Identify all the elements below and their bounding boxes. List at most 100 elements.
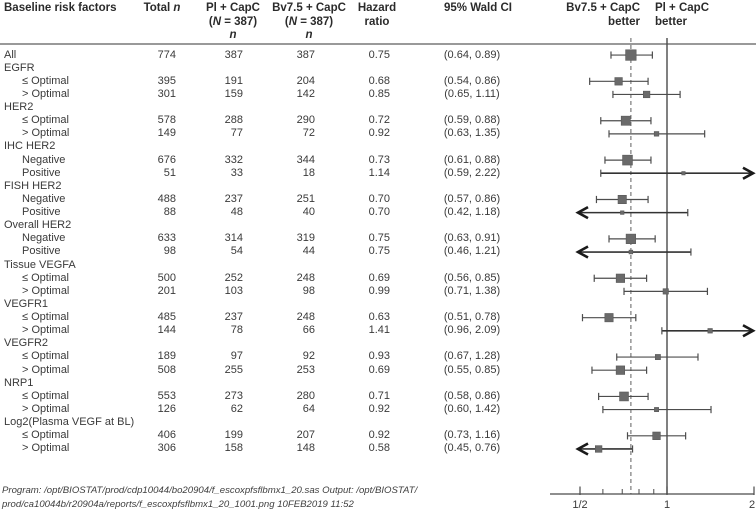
total-n-value: 676 (157, 153, 176, 166)
hazard-ratio-marker (654, 354, 661, 360)
hazard-ratio-marker (615, 365, 626, 375)
hazard-ratio-value: 0.99 (368, 284, 390, 297)
factor-level-label: ≤ Optimal (22, 74, 69, 87)
table-group-row: NRP1 (0, 377, 545, 390)
wald-ci-value: (0.64, 0.89) (443, 48, 501, 61)
hazard-ratio-value: 0.92 (368, 127, 390, 140)
wald-ci-value: (0.73, 1.16) (443, 429, 501, 442)
table-row: All 774 387 387 0.75 (0.64, 0.89) (0, 49, 545, 62)
col-header-bv-capc: Bv7.5 + CapC (N = 387) n (264, 2, 354, 43)
wald-ci-value: (0.67, 1.28) (443, 350, 501, 363)
bv-capc-n-value: 204 (296, 74, 315, 87)
pl-capc-n-value: 252 (224, 271, 243, 284)
pl-capc-n-value: 273 (224, 389, 243, 402)
wald-ci-value: (0.54, 0.86) (443, 74, 501, 87)
hazard-ratio-value: 0.71 (368, 389, 390, 402)
wald-ci-value: (0.65, 1.11) (444, 87, 500, 100)
total-n-value: 98 (163, 245, 176, 258)
table-row: Negative 488 237 251 0.70 (0.57, 0.86) (0, 193, 545, 206)
ci-extends-right-arrow (742, 166, 756, 180)
pl-capc-n-value: 237 (224, 311, 243, 324)
hazard-ratio-marker (681, 171, 686, 176)
hazard-ratio-value: 0.75 (368, 48, 390, 61)
ci-extends-left-arrow (575, 442, 589, 456)
factor-level-label: > Optimal (22, 324, 70, 337)
wald-ci-value: (0.42, 1.18) (443, 206, 501, 219)
axis-tick-label-half: 1/2 (572, 499, 588, 511)
col-header-wald-ci: 95% Wald CI (444, 2, 512, 14)
hazard-ratio-marker (625, 233, 636, 244)
total-n-value: 395 (157, 74, 176, 87)
bv-capc-n-value: 40 (302, 206, 315, 219)
factor-level-label: ≤ Optimal (22, 114, 69, 127)
table-group-row: IHC HER2 (0, 140, 545, 153)
factor-level-label: Positive (22, 166, 61, 179)
pl-capc-n-value: 62 (230, 403, 243, 415)
hazard-ratio-marker (643, 90, 651, 99)
table-group-row: Log2(Plasma VEGF at BL) (0, 416, 545, 429)
factor-level-label: Positive (22, 245, 61, 258)
factor-group-label: NRP1 (4, 376, 34, 389)
bv-capc-n-value: 248 (296, 311, 315, 324)
hazard-ratio-marker (615, 273, 625, 283)
factor-level-label: ≤ Optimal (22, 350, 69, 363)
pl-capc-n-value: 77 (230, 127, 243, 140)
table-row: > Optimal 144 78 66 1.41 (0.96, 2.09) (0, 324, 545, 337)
total-n-value: 553 (157, 389, 176, 402)
footnote-line-2: prod/ca10044b/r20904a/reports/f_escoxpfs… (2, 499, 354, 510)
bv-arm-count-symbol: n (305, 29, 313, 41)
bv-arm-name: Bv7.5 + CapC (272, 2, 346, 14)
factor-level-label: ≤ Optimal (22, 389, 69, 402)
factor-group-label: Log2(Plasma VEGF at BL) (4, 416, 135, 429)
factor-group-label: EGFR (4, 61, 35, 74)
table-row: ≤ Optimal 500 252 248 0.69 (0.56, 0.85) (0, 272, 545, 285)
col-header-pl-capc: Pl + CapC (N = 387) n (193, 2, 273, 43)
hazard-ratio-value: 0.63 (368, 311, 390, 324)
factor-level-label: Positive (22, 206, 61, 219)
header-rule (0, 43, 756, 45)
table-row: ≤ Optimal 406 199 207 0.92 (0.73, 1.16) (0, 429, 545, 442)
pl-capc-n-value: 33 (230, 166, 243, 179)
factor-level-label: > Optimal (22, 363, 70, 376)
table-row: ≤ Optimal 578 288 290 0.72 (0.59, 0.88) (0, 114, 545, 127)
hazard-ratio-value: 0.92 (368, 429, 390, 442)
factor-group-label: VEGFR2 (4, 337, 49, 350)
table-group-row: VEGFR2 (0, 337, 545, 350)
table-row: Positive 98 54 44 0.75 (0.46, 1.21) (0, 245, 545, 258)
hazard-ratio-value: 0.70 (368, 192, 390, 205)
table-row: ≤ Optimal 553 273 280 0.71 (0.58, 0.86) (0, 390, 545, 403)
table-row: ≤ Optimal 395 191 204 0.68 (0.54, 0.86) (0, 75, 545, 88)
table-row: > Optimal 306 158 148 0.58 (0.45, 0.76) (0, 442, 545, 455)
ci-extends-left-arrow (575, 245, 589, 259)
direction-label-pl-better: Pl + CapC better (655, 2, 710, 28)
hazard-ratio-value: 0.85 (368, 87, 390, 100)
bv-arm-size: (N = 387) (284, 15, 334, 28)
bv-capc-n-value: 66 (302, 324, 315, 337)
hazard-ratio-value: 0.68 (368, 74, 390, 87)
hazard-ratio-value: 0.75 (368, 232, 390, 245)
total-n-value: 578 (157, 114, 176, 127)
bv-capc-n-value: 248 (296, 271, 315, 284)
total-n-value: 500 (157, 271, 176, 284)
hazard-ratio-marker (654, 407, 659, 413)
pl-arm-count-symbol: n (229, 29, 237, 41)
wald-ci-value: (0.59, 2.22) (443, 166, 501, 179)
hazard-ratio-marker (620, 115, 631, 126)
bv-capc-n-value: 64 (302, 403, 315, 415)
pl-capc-n-value: 237 (224, 192, 243, 205)
hazard-ratio-value: 0.70 (368, 206, 390, 219)
pl-capc-n-value: 314 (224, 232, 243, 245)
pl-capc-n-value: 255 (224, 363, 243, 376)
hazard-ratio-marker (622, 154, 633, 166)
wald-ci-value: (0.55, 0.85) (443, 363, 501, 376)
total-n-value: 51 (163, 166, 176, 179)
table-group-row: Tissue VEGFA (0, 259, 545, 272)
wald-ci-value: (0.59, 0.88) (443, 114, 501, 127)
wald-ci-value: (0.56, 0.85) (443, 271, 501, 284)
factor-group-label: IHC HER2 (4, 140, 56, 153)
factor-level-label: Negative (22, 153, 66, 166)
total-n-value: 189 (157, 350, 176, 363)
hazard-ratio-value: 0.92 (368, 403, 390, 415)
pl-capc-n-value: 158 (224, 442, 243, 455)
pl-capc-n-value: 78 (230, 324, 243, 337)
